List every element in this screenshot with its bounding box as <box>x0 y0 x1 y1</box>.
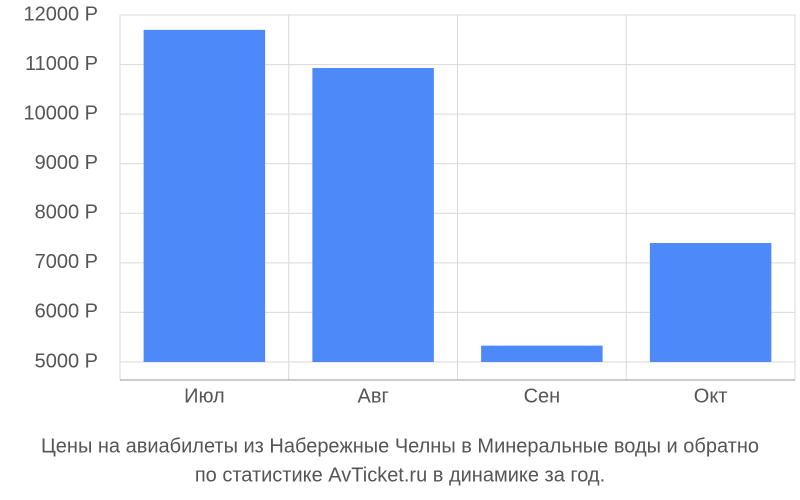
y-tick-label: 9000 Р <box>35 152 98 174</box>
bar <box>312 68 434 362</box>
bar <box>481 345 603 362</box>
y-tick-label: 11000 Р <box>25 53 98 75</box>
chart-subtitle: по статистике AvTicket.ru в динамике за … <box>195 464 605 486</box>
y-tick-label: 7000 Р <box>35 251 98 273</box>
x-tick-label: Сен <box>524 385 561 407</box>
x-tick-label: Окт <box>694 385 728 407</box>
bar <box>649 243 772 362</box>
y-tick-label: 8000 Р <box>35 202 98 224</box>
y-tick-label: 10000 Р <box>23 102 98 124</box>
y-tick-label: 5000 Р <box>35 350 98 372</box>
chart-title: Цены на авиабилеты из Набережные Челны в… <box>41 435 759 457</box>
bar <box>143 29 266 362</box>
y-tick-label: 6000 Р <box>35 301 98 323</box>
x-tick-label: Авг <box>357 385 388 407</box>
y-tick-label: 12000 Р <box>23 3 98 25</box>
x-tick-label: Июл <box>184 385 225 407</box>
